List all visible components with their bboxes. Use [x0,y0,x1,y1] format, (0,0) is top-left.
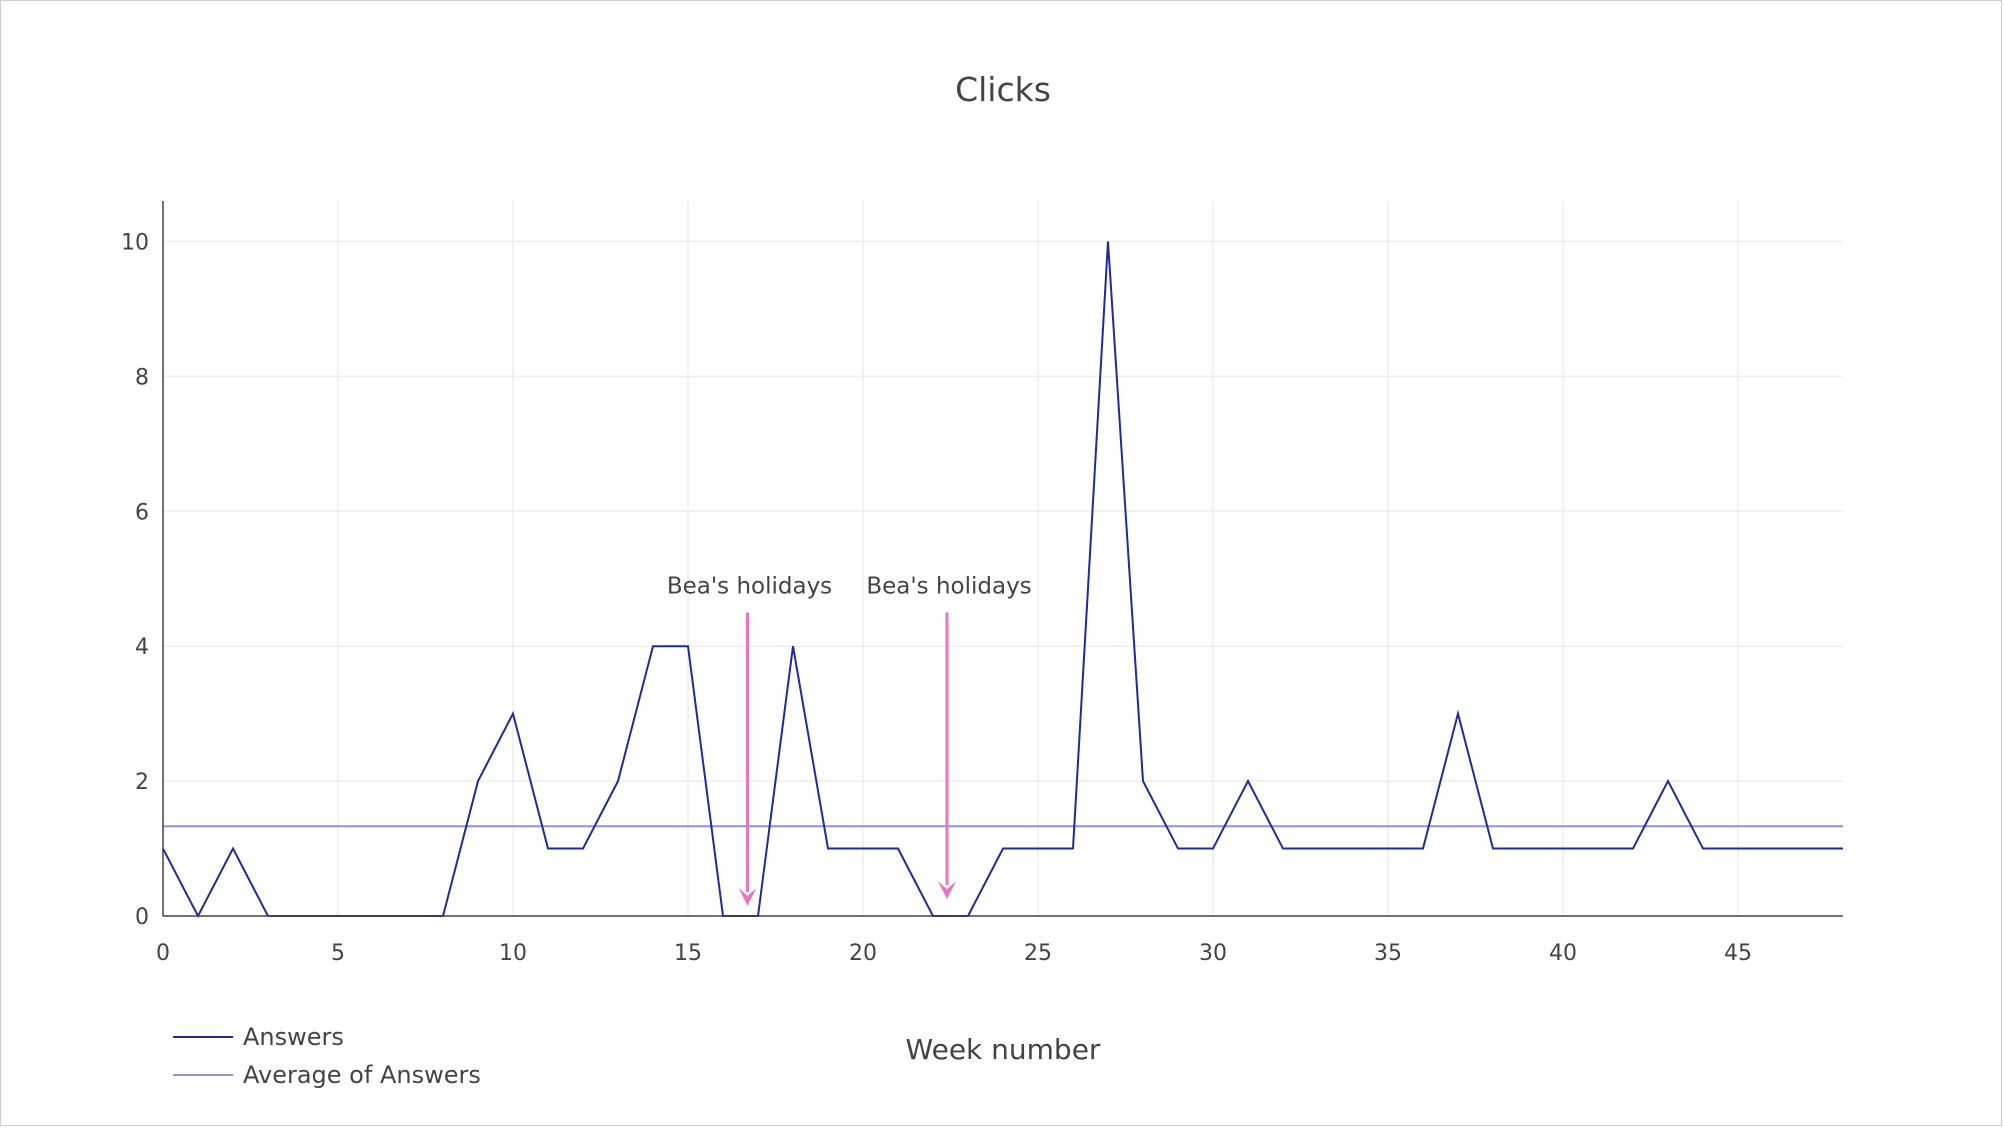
legend[interactable]: Answers Average of Answers [173,1023,481,1089]
y-tick-label: 4 [135,635,149,660]
y-tick-label: 0 [135,905,149,930]
x-axis-title: Week number [906,1033,1101,1066]
x-tick-label: 10 [499,941,527,966]
annotation: Bea's holidays [866,573,1032,900]
x-tick-label: 45 [1724,941,1752,966]
x-tick-label: 5 [331,941,345,966]
x-tick-label: 25 [1024,941,1052,966]
annotation-label: Bea's holidays [866,573,1031,599]
chart-title: Clicks [955,70,1051,109]
x-tick-label: 20 [849,941,877,966]
x-tick-label: 15 [674,941,702,966]
annotation-label: Bea's holidays [667,573,832,599]
legend-label: Average of Answers [243,1061,481,1089]
x-tick-label: 35 [1374,941,1402,966]
legend-label: Answers [243,1023,344,1051]
x-tick-label: 0 [156,941,170,966]
y-tick-label: 8 [135,365,149,390]
x-tick-label: 30 [1199,941,1227,966]
y-tick-label: 2 [135,770,149,795]
annotation-arrowhead [938,881,956,900]
legend-item[interactable]: Average of Answers [173,1061,481,1089]
annotation: Bea's holidays [667,573,832,906]
axes: 0 5 10 15 20 25 30 35 40 45 0 2 4 6 8 10 [121,201,1843,966]
annotation-arrowhead [738,887,757,906]
y-tick-label: 6 [135,500,149,525]
grid [163,201,1843,916]
legend-item[interactable]: Answers [173,1023,344,1051]
annotations: Bea's holidays Bea's holidays [667,573,1032,906]
x-tick-label: 40 [1549,941,1577,966]
y-tick-label: 10 [121,230,149,255]
